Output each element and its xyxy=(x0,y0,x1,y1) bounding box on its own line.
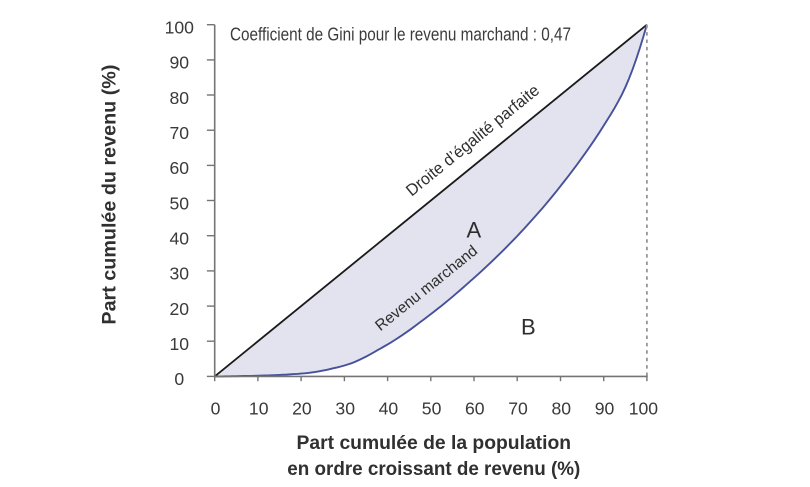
svg-text:0: 0 xyxy=(174,369,184,389)
svg-text:30: 30 xyxy=(170,264,190,284)
svg-text:60: 60 xyxy=(170,158,190,178)
svg-text:B: B xyxy=(521,315,536,340)
svg-text:70: 70 xyxy=(170,123,190,143)
svg-text:10: 10 xyxy=(170,334,190,354)
svg-text:A: A xyxy=(466,217,481,242)
svg-text:40: 40 xyxy=(170,229,190,249)
svg-text:30: 30 xyxy=(335,398,355,418)
svg-text:80: 80 xyxy=(552,398,572,418)
svg-text:80: 80 xyxy=(170,88,190,108)
svg-text:50: 50 xyxy=(170,193,190,213)
svg-text:40: 40 xyxy=(379,398,399,418)
svg-text:70: 70 xyxy=(508,398,528,418)
svg-text:0: 0 xyxy=(211,398,221,418)
svg-text:10: 10 xyxy=(249,398,269,418)
svg-text:Part cumulée du revenu (%): Part cumulée du revenu (%) xyxy=(99,65,120,325)
svg-text:100: 100 xyxy=(165,18,195,38)
svg-text:90: 90 xyxy=(595,398,615,418)
svg-text:20: 20 xyxy=(170,299,190,319)
svg-text:en ordre croissant de revenu (: en ordre croissant de revenu (%) xyxy=(287,459,580,480)
svg-text:Coefficient de Gini pour le re: Coefficient de Gini pour le revenu march… xyxy=(230,25,571,45)
svg-text:20: 20 xyxy=(292,398,312,418)
svg-text:Part cumulée de la population: Part cumulée de la population xyxy=(297,433,572,454)
svg-text:60: 60 xyxy=(465,398,485,418)
svg-text:100: 100 xyxy=(629,398,659,418)
svg-text:90: 90 xyxy=(170,53,190,73)
svg-text:50: 50 xyxy=(422,398,442,418)
